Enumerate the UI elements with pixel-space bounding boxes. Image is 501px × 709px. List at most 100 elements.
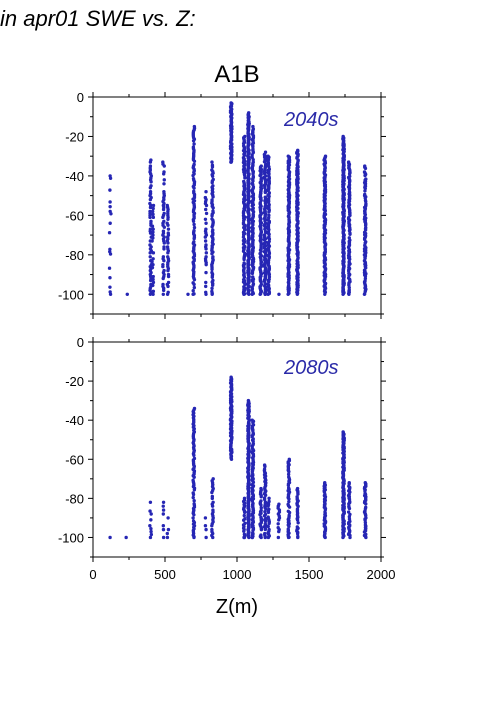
data-point [192,453,196,458]
data-point [262,497,267,502]
data-point [151,257,155,261]
data-point [363,534,368,539]
data-point [287,469,291,474]
data-point [151,283,155,288]
data-point [148,535,153,540]
data-point [161,288,166,293]
data-point [125,292,129,296]
data-point [210,533,214,538]
data-point [241,211,246,216]
data-point [162,182,166,186]
data-point [287,497,291,501]
data-point [192,142,196,146]
data-point [166,284,170,289]
data-point [341,291,346,296]
y-tick-label: -80 [65,491,84,506]
data-point [266,524,270,529]
data-point [161,535,166,540]
data-point [363,520,368,525]
data-point [250,444,255,448]
data-point [267,521,271,526]
data-point [204,280,208,285]
data-point [263,509,267,514]
data-point [166,290,170,294]
data-point [267,291,272,296]
data-point [192,475,196,479]
data-point [347,180,352,184]
data-point [246,534,251,539]
y-tick-label: 0 [77,90,84,105]
data-point [151,203,156,208]
data-point [251,158,255,162]
data-point [210,283,215,287]
data-point [192,277,197,282]
data-point [161,292,165,296]
data-point [258,292,263,296]
data-point [148,197,153,202]
data-point [108,285,112,289]
data-point [149,532,154,537]
data-point [124,535,128,540]
data-point [151,262,155,267]
data-point [267,210,271,214]
data-point [263,519,268,523]
data-point [210,504,215,508]
data-point [151,212,155,217]
data-point [151,289,156,294]
data-point [204,189,208,194]
x-tick-label: 2000 [367,567,396,582]
data-point [296,492,300,496]
data-point [267,534,272,538]
data-point [204,251,209,255]
data-point [242,292,247,296]
data-point [203,516,208,520]
data-point [151,251,156,255]
x-tick-label: 500 [154,567,176,582]
data-point [149,526,153,531]
data-point [347,187,352,192]
data-point [258,512,262,517]
data-point [191,492,196,497]
data-point [263,493,268,497]
data-point [243,176,247,180]
data-point [295,291,300,295]
data-point [296,504,300,509]
x-tick-label: 1500 [295,567,324,582]
data-point [108,176,113,180]
data-point [263,527,268,532]
data-point [162,178,166,182]
data-point [148,251,152,255]
data-point [150,265,155,270]
data-point [263,534,267,538]
data-point [108,188,112,192]
data-point [210,286,214,291]
data-point [286,472,291,477]
data-point [323,290,328,294]
period-annotation: 2080s [283,357,339,379]
data-point [151,209,155,214]
data-point [204,527,208,532]
data-point [241,141,246,146]
data-point [162,259,166,263]
data-point [204,262,208,267]
data-point [165,535,170,540]
data-point [107,231,112,235]
data-point [286,483,291,487]
data-point [251,291,256,296]
data-point [161,512,166,516]
data-point [108,200,112,204]
data-point [322,534,327,539]
data-point [203,217,208,222]
data-point [192,282,196,287]
data-point [204,221,208,225]
data-point [166,516,170,520]
data-point [242,513,246,518]
data-point [151,230,155,234]
data-point [108,276,112,280]
data-point [161,508,166,512]
data-point [263,292,267,296]
data-point [166,227,171,231]
data-point [151,236,155,240]
data-point [250,535,254,540]
data-point [296,534,300,539]
